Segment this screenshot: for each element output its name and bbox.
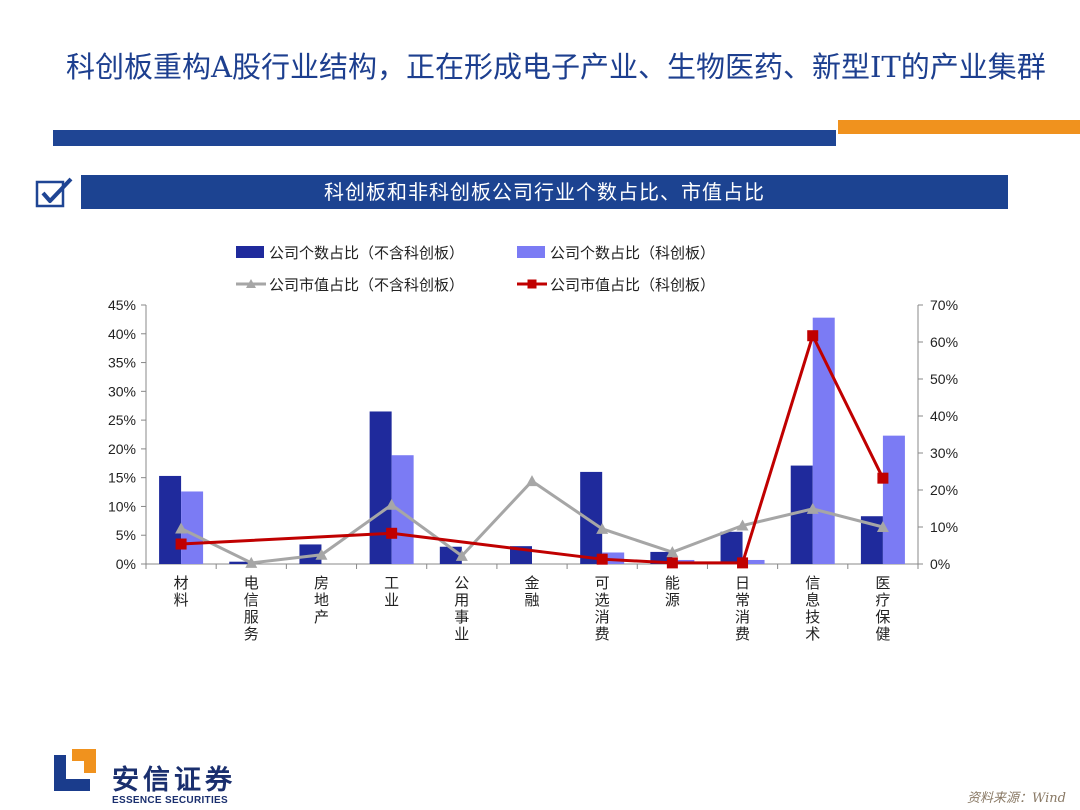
- y-tick-label-right: 50%: [930, 371, 958, 387]
- title-underline-orange: [838, 120, 1080, 134]
- legend-marker: [527, 279, 537, 289]
- point-mcap-non-star: [876, 521, 889, 532]
- line-mcap-star: [181, 331, 885, 565]
- bar-count-star: [742, 559, 765, 564]
- legend-label: 公司市值占比（不含科创板）: [269, 276, 464, 294]
- y-tick-label-left: 20%: [108, 441, 136, 457]
- point-mcap-non-star: [736, 519, 749, 531]
- y-tick-label-left: 10%: [108, 498, 136, 514]
- legend-swatch: [236, 246, 264, 258]
- point-mcap-non-star: [175, 522, 188, 534]
- x-tick-label: 电信服务: [244, 574, 259, 643]
- checkbox-icon: [35, 177, 73, 208]
- y-tick-label-left: 5%: [116, 527, 136, 543]
- y-tick-label-left: 45%: [108, 297, 136, 313]
- bar-count-non-star: [369, 411, 392, 564]
- source-note: 资料来源：Wind: [967, 791, 1066, 806]
- bar-count-non-star: [580, 471, 603, 564]
- page-title: 科创板重构A股行业结构，正在形成电子产业、生物医药、新型IT的产业集群: [66, 50, 1046, 84]
- y-tick-label-right: 0%: [930, 556, 950, 572]
- point-mcap-non-star: [526, 475, 538, 487]
- point-mcap-non-star: [315, 548, 328, 560]
- company-logo-english: ESSENCE SECURITIES: [112, 795, 228, 806]
- x-tick-label: 房地产: [314, 574, 329, 626]
- y-tick-label-left: 15%: [108, 470, 136, 486]
- bar-count-non-star: [229, 561, 252, 564]
- point-mcap-non-star: [666, 546, 679, 558]
- point-mcap-non-star: [596, 522, 609, 534]
- bar-count-non-star: [720, 531, 743, 564]
- bar-count-non-star: [860, 516, 883, 564]
- chart-subtitle: 科创板和非科创板公司行业个数占比、市值占比: [81, 175, 1008, 209]
- x-tick-label: 日常消费: [735, 574, 750, 643]
- y-tick-label-right: 70%: [930, 297, 958, 313]
- y-tick-label-right: 20%: [930, 482, 958, 498]
- x-tick-label: 工业: [384, 574, 399, 609]
- legend-label: 公司个数占比（科创板）: [550, 244, 715, 262]
- bar-count-non-star: [159, 475, 182, 564]
- y-tick-label-left: 35%: [108, 355, 136, 371]
- legend-marker: [246, 279, 256, 288]
- point-mcap-star: [877, 472, 889, 484]
- title-underline-blue: [53, 130, 836, 146]
- y-tick-label-right: 40%: [930, 408, 958, 424]
- legend-swatch: [517, 246, 545, 258]
- point-mcap-star: [666, 557, 678, 569]
- essence-logo-icon: [54, 749, 96, 791]
- point-mcap-star: [737, 557, 749, 569]
- point-mcap-star: [386, 527, 398, 539]
- y-tick-label-left: 30%: [108, 383, 136, 399]
- point-mcap-non-star: [385, 498, 398, 510]
- point-mcap-star: [175, 538, 187, 550]
- x-tick-label: 金融: [524, 574, 539, 609]
- point-mcap-non-star: [806, 502, 819, 514]
- bar-count-star: [812, 317, 835, 564]
- x-tick-label: 公用事业: [454, 574, 469, 643]
- bar-count-star: [882, 435, 905, 564]
- y-tick-label-left: 25%: [108, 412, 136, 428]
- y-tick-label-right: 30%: [930, 445, 958, 461]
- legend-label: 公司个数占比（不含科创板）: [269, 244, 464, 262]
- y-tick-label-right: 60%: [930, 334, 958, 350]
- y-tick-label-left: 40%: [108, 326, 136, 342]
- point-mcap-non-star: [245, 556, 258, 568]
- point-mcap-star: [807, 330, 819, 342]
- y-tick-label-left: 0%: [116, 556, 136, 572]
- bar-count-star: [181, 491, 204, 564]
- bar-count-star: [602, 552, 625, 564]
- x-tick-label: 医疗保健: [875, 574, 890, 643]
- bar-count-non-star: [790, 465, 813, 564]
- legend-label: 公司市值占比（科创板）: [550, 276, 715, 294]
- x-tick-label: 材料: [174, 574, 189, 609]
- point-mcap-star: [596, 553, 608, 565]
- industry-share-chart: 0% 5% 10% 15% 20% 25% 30% 35% 40% 45% 0% 10% 20% 30% 4…: [108, 244, 958, 643]
- point-mcap-non-star: [455, 549, 468, 561]
- company-logo-text: 安信证券: [112, 765, 236, 796]
- x-tick-label: 可选消费: [595, 574, 610, 643]
- x-tick-label: 信息技术: [805, 574, 820, 643]
- x-tick-label: 能源: [665, 574, 680, 609]
- y-tick-label-right: 10%: [930, 519, 958, 535]
